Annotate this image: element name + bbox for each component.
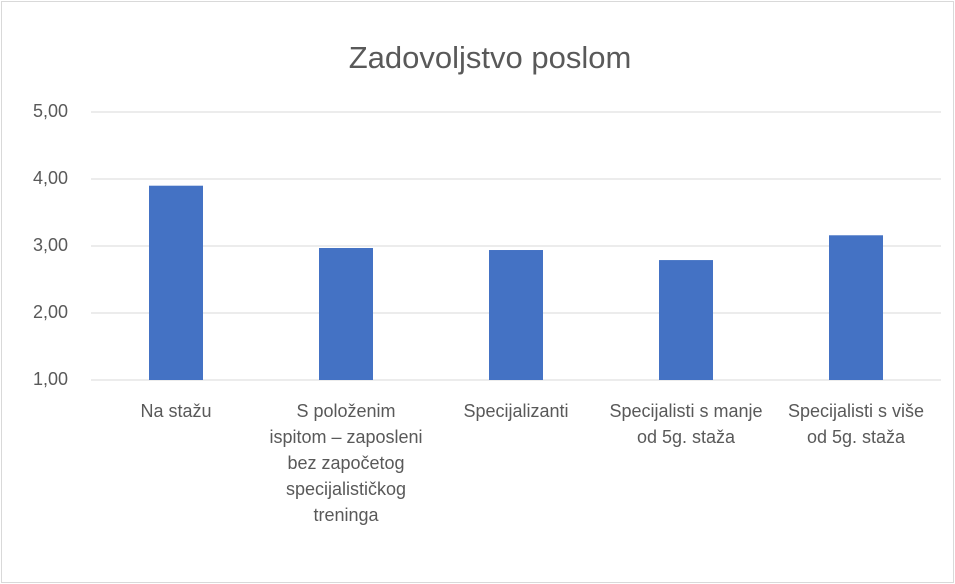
y-tick-label: 5,00 [33,101,68,121]
chart-title: Zadovoljstvo poslom [349,40,632,75]
x-tick-label: S položenim ispitom – zaposleni bez zapo… [269,401,423,525]
y-tick-label: 2,00 [33,302,68,322]
y-tick-label: 3,00 [33,235,68,255]
x-tick-label: Specijalisti s manje od 5g. staža [609,401,763,447]
x-tick-label: Specijalizanti [463,401,569,421]
bar [829,235,883,380]
bar [659,260,713,380]
x-tick-label: Na stažu [140,401,212,421]
y-tick-label: 1,00 [33,369,68,389]
y-tick-label: 4,00 [33,168,68,188]
bar [149,185,203,380]
bar [319,248,373,380]
x-tick-label: Specijalisti s više od 5g. staža [787,401,925,447]
bar [489,250,543,380]
